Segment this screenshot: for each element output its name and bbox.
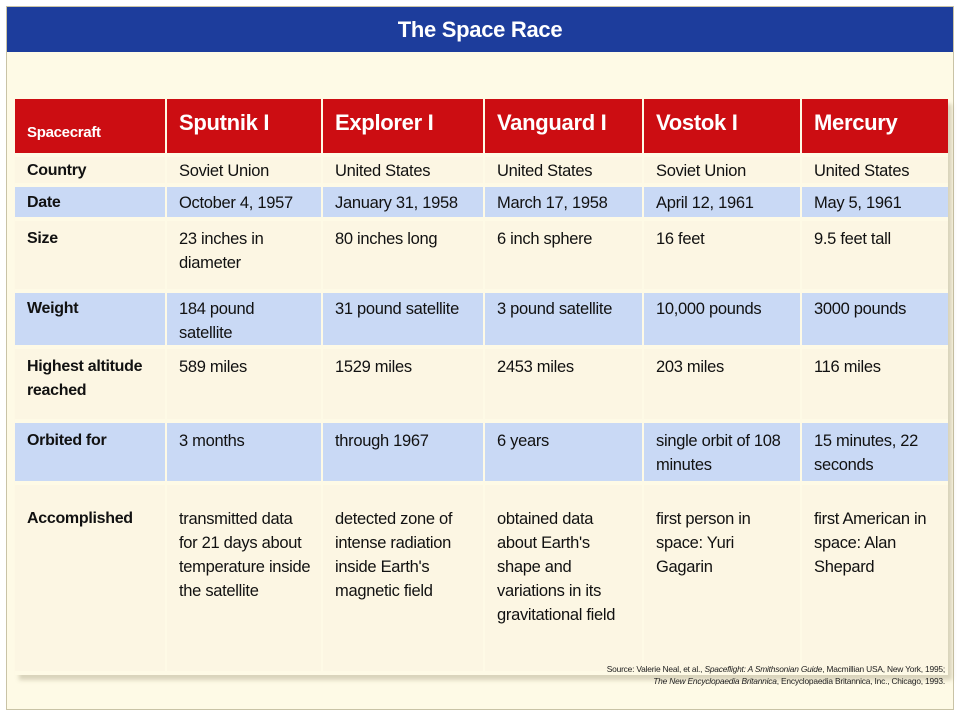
table-cell: 1529 miles — [323, 349, 485, 423]
source-citation: Source: Valerie Neal, et al., Spacefligh… — [567, 663, 945, 687]
table-cell: 6 years — [485, 423, 644, 485]
table-cell: 6 inch sphere — [485, 221, 644, 293]
table-row-date: Date October 4, 1957 January 31, 1958 Ma… — [15, 187, 948, 221]
table-cell: 203 miles — [644, 349, 802, 423]
row-label-size: Size — [15, 221, 167, 293]
table-row-accomplished: Accomplished transmitted data for 21 day… — [15, 485, 948, 675]
table-cell: 15 minutes, 22 seconds — [802, 423, 948, 485]
column-header-sputnik: Sputnik I — [167, 99, 323, 157]
table-cell: Soviet Union — [167, 157, 323, 187]
header-row: Spacecraft Sputnik I Explorer I Vanguard… — [15, 99, 948, 157]
row-label-accomplished: Accomplished — [15, 485, 167, 675]
table-cell: 10,000 pounds — [644, 293, 802, 349]
table-cell: detected zone of intense radiation insid… — [323, 485, 485, 675]
row-label-country: Country — [15, 157, 167, 187]
table-cell: 3 months — [167, 423, 323, 485]
source-book-2: The New Encyclopaedia Britannica — [653, 676, 777, 686]
table-cell: 16 feet — [644, 221, 802, 293]
page-title: The Space Race — [7, 7, 953, 52]
table-cell: May 5, 1961 — [802, 187, 948, 221]
space-race-table-container: Spacecraft Sputnik I Explorer I Vanguard… — [15, 99, 948, 675]
table-cell: first American in space: Alan Shepard — [802, 485, 948, 675]
table-cell: Soviet Union — [644, 157, 802, 187]
source-prefix: Source: Valerie Neal, et al., — [606, 664, 703, 674]
table-cell: obtained data about Earth's shape and va… — [485, 485, 644, 675]
column-header-mercury: Mercury — [802, 99, 948, 157]
table-cell: first person in space: Yuri Gagarin — [644, 485, 802, 675]
source-book-2-publisher: , Encyclopaedia Britannica, Inc., Chicag… — [776, 676, 945, 686]
table-cell: United States — [485, 157, 644, 187]
table-cell: October 4, 1957 — [167, 187, 323, 221]
row-label-orbited-for: Orbited for — [15, 423, 167, 485]
row-label-weight: Weight — [15, 293, 167, 349]
table-cell: United States — [323, 157, 485, 187]
column-header-vanguard: Vanguard I — [485, 99, 644, 157]
source-book-1-publisher: , Macmillian USA, New York, 1995; — [822, 664, 945, 674]
table-row-highest-altitude: Highest altitude reached 589 miles 1529 … — [15, 349, 948, 423]
space-race-table: Spacecraft Sputnik I Explorer I Vanguard… — [15, 99, 948, 675]
table-cell: January 31, 1958 — [323, 187, 485, 221]
table-row-country: Country Soviet Union United States Unite… — [15, 157, 948, 187]
table-row-weight: Weight 184 pound satellite 31 pound sate… — [15, 293, 948, 349]
row-label-spacecraft: Spacecraft — [15, 99, 167, 157]
table-cell: 3000 pounds — [802, 293, 948, 349]
table-cell: April 12, 1961 — [644, 187, 802, 221]
table-cell: transmitted data for 21 days about tempe… — [167, 485, 323, 675]
table-cell: March 17, 1958 — [485, 187, 644, 221]
table-cell: through 1967 — [323, 423, 485, 485]
table-cell: 23 inches in diameter — [167, 221, 323, 293]
table-row-size: Size 23 inches in diameter 80 inches lon… — [15, 221, 948, 293]
source-book-1: Spaceflight: A Smithsonian Guide — [704, 664, 823, 674]
column-header-vostok: Vostok I — [644, 99, 802, 157]
table-cell: 31 pound satellite — [323, 293, 485, 349]
row-label-highest-altitude: Highest altitude reached — [15, 349, 167, 423]
column-header-explorer: Explorer I — [323, 99, 485, 157]
table-cell: United States — [802, 157, 948, 187]
table-cell: 3 pound satellite — [485, 293, 644, 349]
table-cell: 116 miles — [802, 349, 948, 423]
table-cell: single orbit of 108 minutes — [644, 423, 802, 485]
table-cell: 80 inches long — [323, 221, 485, 293]
table-row-orbited-for: Orbited for 3 months through 1967 6 year… — [15, 423, 948, 485]
row-label-date: Date — [15, 187, 167, 221]
table-cell: 2453 miles — [485, 349, 644, 423]
table-cell: 184 pound satellite — [167, 293, 323, 349]
table-cell: 9.5 feet tall — [802, 221, 948, 293]
slide-frame: The Space Race Spacecraft Sputnik I Expl… — [6, 6, 954, 710]
table-cell: 589 miles — [167, 349, 323, 423]
